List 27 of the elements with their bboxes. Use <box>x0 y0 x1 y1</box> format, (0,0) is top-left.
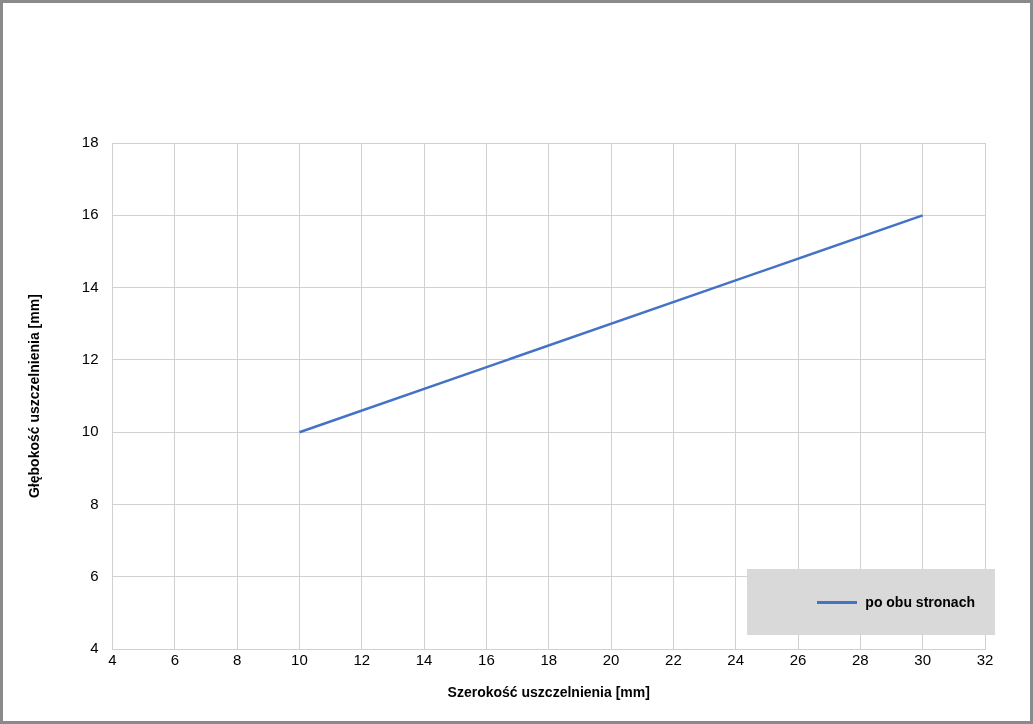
x-tick-label: 4 <box>108 651 117 669</box>
legend-label: po obu stronach <box>865 594 975 611</box>
y-axis-title: Głębokość uszczelnienia [mm] <box>26 294 43 499</box>
x-tick-label: 22 <box>665 651 682 669</box>
y-tick-label: 18 <box>81 133 99 151</box>
x-tick-label: 10 <box>291 651 308 669</box>
y-tick-label: 10 <box>81 422 99 440</box>
legend: po obu stronach <box>747 569 995 636</box>
x-tick-label: 24 <box>727 651 745 669</box>
x-tick-label: 20 <box>602 651 620 669</box>
x-tick-label: 32 <box>976 651 994 669</box>
x-tick-label: 6 <box>170 651 179 669</box>
x-tick-label: 18 <box>540 651 558 669</box>
x-tick-label: 14 <box>415 651 433 669</box>
y-tick-label: 4 <box>90 639 99 657</box>
x-tick-label: 16 <box>478 651 495 669</box>
x-axis-title: Szerokość uszczelnienia [mm] <box>447 684 650 701</box>
y-tick-label: 12 <box>81 350 99 368</box>
x-tick-label: 8 <box>232 651 242 669</box>
x-tick-label: 30 <box>914 651 932 669</box>
x-tick-label: 28 <box>852 651 869 669</box>
y-tick-label: 6 <box>90 567 99 585</box>
y-tick-label: 14 <box>81 277 99 295</box>
x-tick-label: 26 <box>789 651 807 669</box>
y-tick-label: 8 <box>90 494 99 512</box>
y-tick-label: 16 <box>81 205 99 223</box>
x-tick-label: 12 <box>353 651 371 669</box>
